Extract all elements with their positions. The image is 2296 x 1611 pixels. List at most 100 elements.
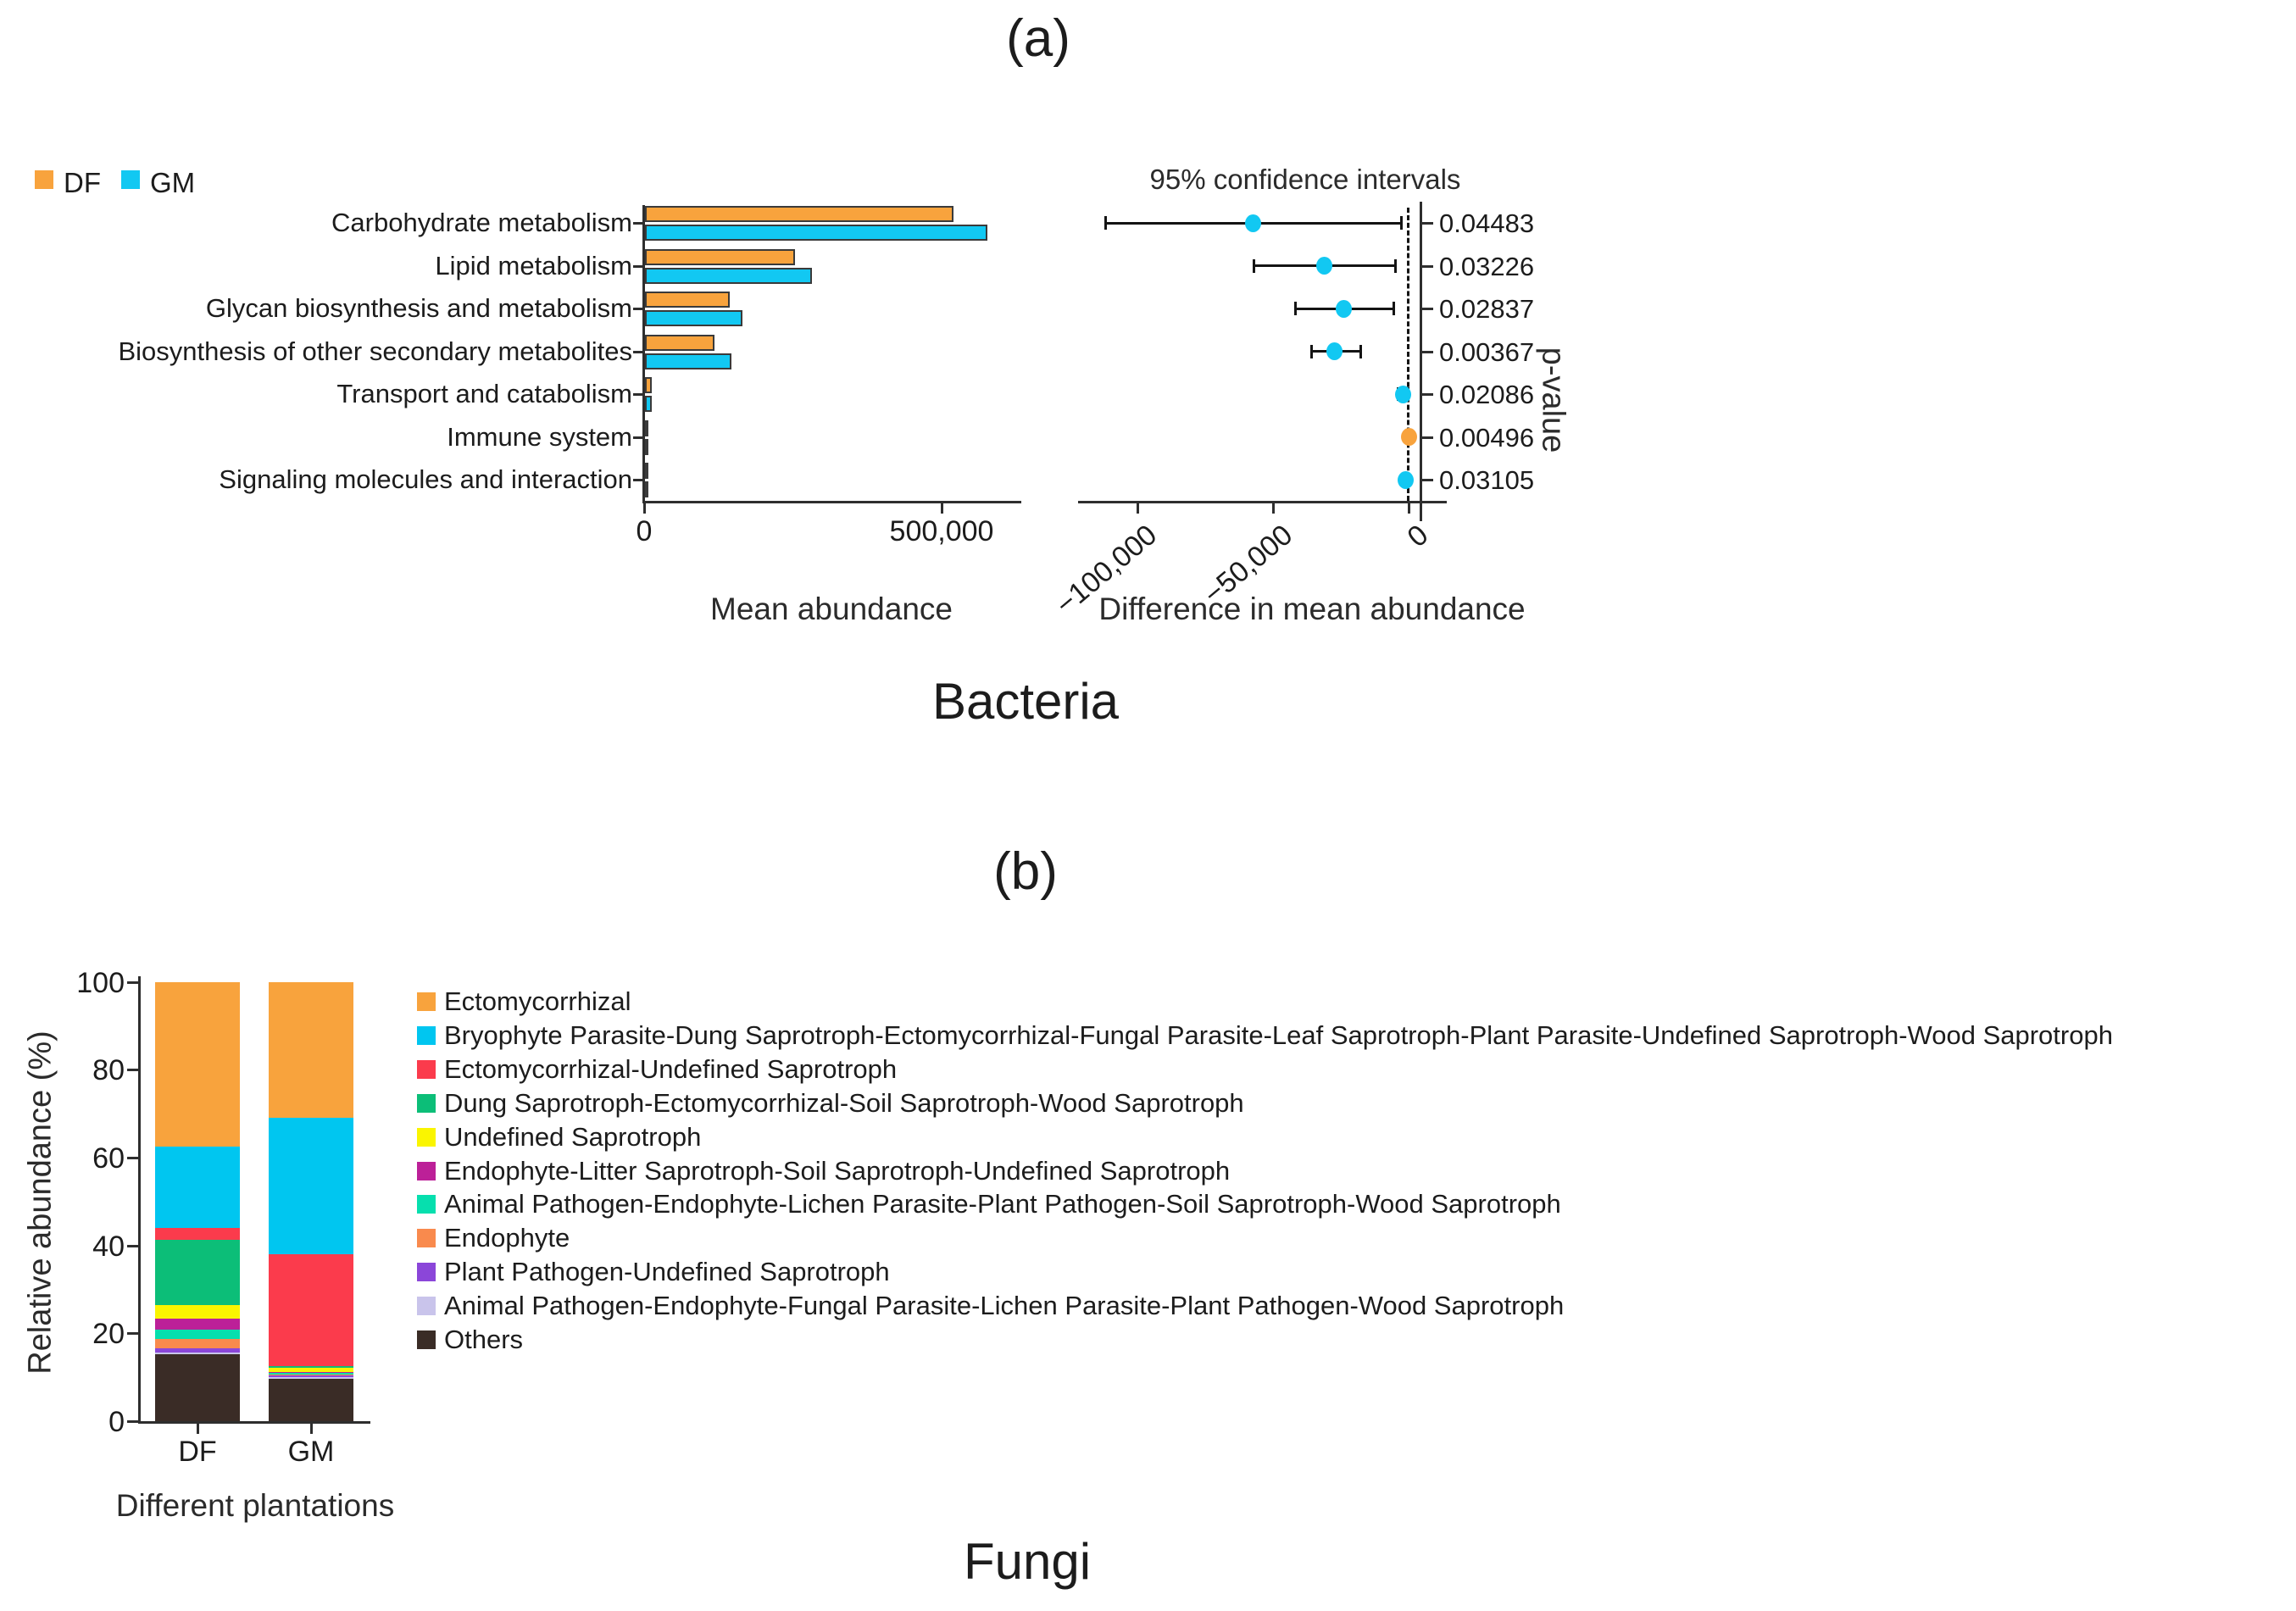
bacteria-title: Bacteria (931, 673, 1120, 730)
ci-right-frame-line (1420, 202, 1422, 521)
y-tick-label: 60 (92, 1142, 125, 1175)
p-value: 0.02837 (1439, 294, 1535, 324)
stack-segment (155, 1353, 240, 1421)
ci-x-tick (1271, 503, 1275, 514)
abundance-bar-GM (645, 396, 652, 412)
category-tick (633, 308, 643, 310)
stack-segment (155, 1228, 240, 1240)
legend-label: Others (444, 1325, 524, 1354)
abundance-bar-GM (645, 225, 988, 241)
category-tick (633, 264, 643, 268)
abundance-bar-DF (645, 292, 730, 308)
category-label: Transport and catabolism (336, 379, 632, 408)
y-tick (127, 1244, 138, 1247)
stack-segment (155, 1348, 240, 1353)
y-tick (127, 1332, 138, 1336)
p-value: 0.03226 (1439, 251, 1535, 281)
ci-cap-high (1359, 344, 1363, 358)
legend-label: Animal Pathogen-Endophyte-Lichen Parasit… (444, 1189, 1561, 1219)
ci-dot-GM (1244, 214, 1261, 232)
y-tick-label: 20 (92, 1318, 125, 1351)
legend-label: Undefined Saprotroph (444, 1121, 702, 1152)
p-value-tick (1422, 308, 1433, 310)
x-axis-line (642, 501, 1021, 503)
ci-cap-high (1399, 216, 1403, 230)
stack-segment (155, 1353, 240, 1354)
panel-b-label: (b) (993, 842, 1058, 901)
p-value: 0.04483 (1439, 208, 1535, 238)
abundance-bar-GM (645, 353, 731, 369)
legend-swatch (417, 1195, 436, 1214)
stack-segment (155, 1239, 240, 1306)
p-value-axis-title: p-value (1535, 347, 1571, 453)
stack-segment (155, 1319, 240, 1330)
abundance-bar-DF (645, 206, 953, 222)
different-plantations-axis-title: Different plantations (115, 1488, 395, 1523)
ci-x-tick-label: 0 (1401, 519, 1435, 554)
abundance-bar-DF (645, 463, 648, 479)
legend-swatch (417, 1093, 436, 1113)
category-tick (633, 350, 643, 353)
p-value-tick (1422, 264, 1433, 268)
stack-segment (155, 1339, 240, 1349)
x-tick (941, 503, 943, 514)
ci-dot-GM (1326, 342, 1343, 360)
abundance-bar-GM (645, 310, 743, 326)
mean-abundance-axis-title: Mean abundance (710, 592, 953, 626)
legend-swatch (417, 1330, 436, 1349)
abundance-bar-DF (645, 377, 653, 393)
stack-segment (269, 1375, 353, 1377)
stack-segment (269, 1379, 353, 1421)
x-tick-label: GM (287, 1436, 335, 1468)
y-tick-label: 0 (108, 1406, 125, 1438)
p-value-tick (1422, 393, 1433, 396)
legend-label: Bryophyte Parasite-Dung Saprotroph-Ectom… (444, 1019, 2113, 1050)
legend-label: Animal Pathogen-Endophyte-Fungal Parasit… (444, 1291, 1565, 1321)
legend-swatch-DF (35, 170, 53, 189)
category-tick (633, 222, 643, 225)
ci-cap-low (1104, 216, 1107, 230)
legend-swatch (417, 1263, 436, 1282)
abundance-bar-DF (645, 419, 648, 436)
legend-swatch (417, 1229, 436, 1248)
p-value: 0.00496 (1439, 422, 1535, 453)
legend-label: Endophyte (444, 1223, 570, 1253)
category-label: Signaling molecules and interaction (219, 464, 632, 494)
abundance-bar-GM (645, 438, 648, 455)
ci-x-tick (1407, 503, 1410, 514)
y-tick (127, 1156, 138, 1159)
category-tick (633, 479, 643, 481)
legend-label: Plant Pathogen-Undefined Saprotroph (444, 1257, 890, 1287)
legend-label-GM: GM (150, 167, 196, 198)
y-axis-line (138, 975, 141, 1424)
legend-swatch (417, 1297, 436, 1316)
ci-dot-DF (1401, 428, 1418, 446)
ci-cap-low (1253, 258, 1256, 273)
y-tick (127, 1069, 138, 1072)
y-tick-label: 40 (92, 1230, 125, 1263)
ci-x-tick (1136, 503, 1139, 514)
stack-segment (269, 1376, 353, 1380)
stack-segment (269, 1371, 353, 1373)
stack-segment (269, 981, 353, 1118)
legend-swatch (417, 992, 436, 1011)
x-tick-label: 0 (636, 515, 653, 547)
stack-segment (269, 1365, 353, 1369)
p-value-tick (1422, 350, 1433, 353)
ci-x-axis-line (1078, 501, 1447, 503)
ci-dot-GM (1336, 299, 1353, 318)
y-axis-line (642, 205, 645, 503)
legend-label-DF: DF (64, 167, 101, 198)
p-value: 0.00367 (1439, 336, 1535, 367)
p-value-tick (1422, 222, 1433, 225)
p-value-tick (1422, 479, 1433, 481)
ci-cap-high (1394, 258, 1398, 273)
legend-swatch (417, 1059, 436, 1079)
category-label: Biosynthesis of other secondary metaboli… (118, 336, 632, 366)
p-value-tick (1422, 436, 1433, 439)
legend-swatch-GM (121, 170, 140, 189)
category-tick (633, 436, 643, 439)
category-tick (633, 393, 643, 396)
abundance-bar-GM (645, 481, 648, 497)
legend-label: Endophyte-Litter Saprotroph-Soil Saprotr… (444, 1155, 1231, 1186)
